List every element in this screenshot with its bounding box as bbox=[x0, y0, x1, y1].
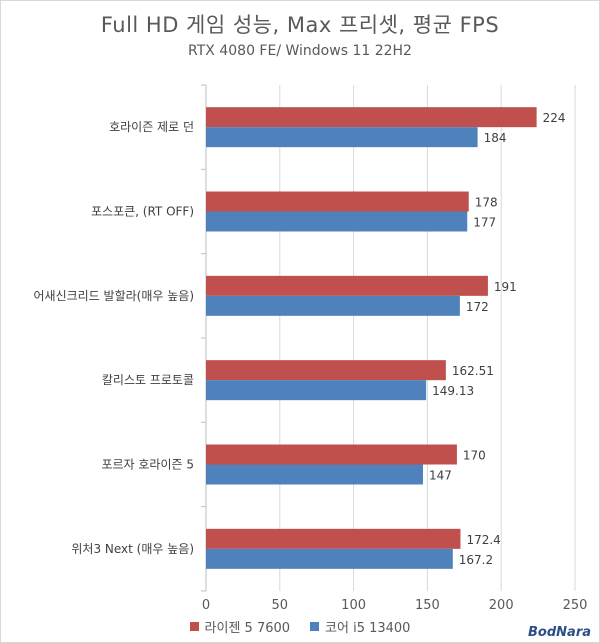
legend-label-core: 코어 i5 13400 bbox=[325, 621, 411, 636]
data-label: 170 bbox=[463, 449, 486, 463]
data-label: 149.13 bbox=[432, 384, 474, 398]
data-label: 172 bbox=[466, 300, 489, 314]
bar-ryzen bbox=[206, 528, 461, 549]
x-tick-label: 150 bbox=[415, 598, 440, 613]
x-tick-label: 100 bbox=[341, 598, 366, 613]
legend-swatch-core bbox=[310, 622, 320, 631]
data-label: 162.51 bbox=[452, 364, 494, 378]
chart-title: Full HD 게임 성능, Max 프리셋, 평균 FPS bbox=[100, 13, 500, 37]
data-label: 191 bbox=[494, 280, 517, 294]
data-label: 147 bbox=[429, 469, 452, 483]
category-label: 호라이즌 제로 던 bbox=[109, 120, 194, 134]
data-label: 177 bbox=[473, 216, 496, 230]
bar-core bbox=[206, 548, 453, 569]
watermark-logo: BodNara bbox=[528, 625, 591, 640]
data-label: 167.2 bbox=[459, 553, 493, 567]
data-label: 184 bbox=[484, 131, 507, 145]
bar-ryzen bbox=[206, 275, 488, 296]
data-label: 172.4 bbox=[466, 533, 500, 547]
category-label: 칼리스토 프로토콜 bbox=[102, 373, 194, 387]
bar-ryzen bbox=[206, 360, 446, 381]
category-label: 포스포큰, (RT OFF) bbox=[91, 205, 194, 219]
data-label: 224 bbox=[543, 111, 566, 125]
legend-item-core: 코어 i5 13400 bbox=[310, 617, 410, 636]
x-tick-label: 50 bbox=[272, 598, 289, 613]
x-tick-label: 200 bbox=[489, 598, 514, 613]
legend: 라이젠 5 7600 코어 i5 13400 bbox=[1, 617, 599, 636]
bar-ryzen bbox=[206, 191, 469, 212]
x-tick-label: 250 bbox=[563, 598, 588, 613]
bar-core bbox=[206, 380, 427, 401]
x-tick-label: 0 bbox=[202, 598, 210, 613]
category-label: 포르자 호라이즌 5 bbox=[101, 458, 194, 472]
category-label: 위처3 Next (매우 높음) bbox=[71, 542, 194, 556]
bar-core bbox=[206, 464, 423, 485]
data-label: 178 bbox=[475, 196, 498, 210]
bar-core bbox=[206, 211, 468, 232]
legend-item-ryzen: 라이젠 5 7600 bbox=[189, 617, 291, 636]
legend-swatch-ryzen bbox=[189, 622, 199, 631]
bar-ryzen bbox=[206, 444, 457, 465]
legend-label-ryzen: 라이젠 5 7600 bbox=[204, 621, 291, 636]
bar-ryzen bbox=[206, 107, 537, 128]
category-label: 어새신크리드 발할라(매우 높음) bbox=[33, 289, 194, 303]
bar-core bbox=[206, 295, 460, 316]
chart-subtitle: RTX 4080 FE/ Windows 11 22H2 bbox=[188, 43, 412, 59]
bar-core bbox=[206, 127, 478, 148]
